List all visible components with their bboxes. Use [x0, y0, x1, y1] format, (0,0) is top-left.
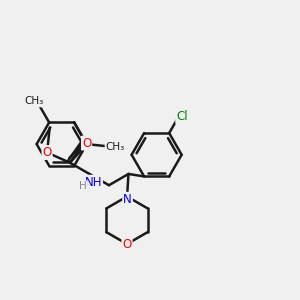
Text: O: O — [122, 238, 132, 250]
Text: H: H — [79, 181, 87, 191]
Text: N: N — [123, 193, 132, 206]
Text: NH: NH — [85, 176, 102, 189]
Text: CH₃: CH₃ — [24, 97, 44, 106]
Text: Cl: Cl — [176, 110, 188, 123]
Text: CH₃: CH₃ — [106, 142, 125, 152]
Text: O: O — [43, 146, 52, 159]
Text: O: O — [82, 136, 91, 150]
